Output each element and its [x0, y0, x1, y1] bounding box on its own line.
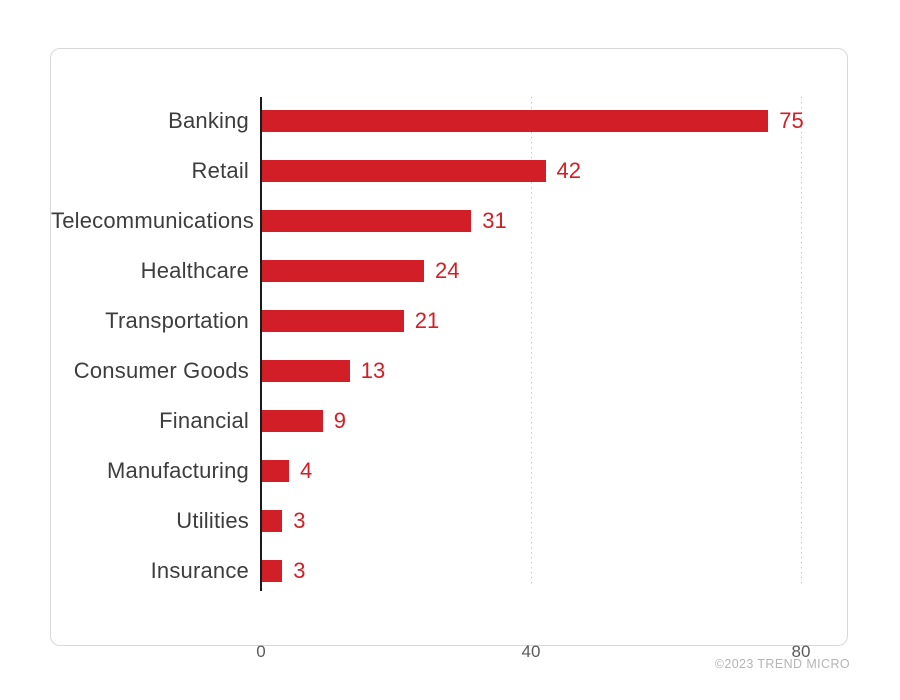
footer-credit: ©2023 TREND MICRO — [714, 657, 850, 671]
category-label: Financial — [159, 408, 249, 433]
category-label: Consumer Goods — [73, 358, 249, 383]
value-label: 31 — [482, 208, 507, 233]
y-axis-line — [260, 97, 262, 591]
category-label: Manufacturing — [106, 458, 249, 483]
value-label: 4 — [300, 458, 313, 483]
chart-card: Banking 75 Retail 42 Telecommunications 31 Hea… — [50, 48, 848, 661]
gridline — [531, 97, 532, 586]
bar — [262, 260, 424, 282]
gridline — [801, 97, 802, 586]
x-tick-label: 0 — [256, 642, 266, 661]
bar — [262, 160, 546, 182]
value-label: 3 — [293, 508, 306, 533]
category-label: Utilities — [176, 508, 249, 533]
category-label: Insurance — [150, 558, 249, 583]
value-label: 21 — [414, 308, 440, 333]
value-label: 75 — [779, 108, 804, 133]
x-tick-label: 40 — [521, 642, 541, 661]
value-label: 9 — [333, 408, 346, 433]
category-label: Retail — [191, 158, 249, 183]
bar — [262, 360, 350, 382]
bar — [262, 410, 323, 432]
bar — [262, 110, 769, 132]
bar — [262, 510, 283, 532]
bar — [262, 460, 289, 482]
value-label: 24 — [435, 258, 460, 283]
value-label: 42 — [556, 158, 581, 183]
category-label: Transportation — [105, 308, 249, 333]
category-label: Healthcare — [140, 258, 249, 283]
plot-area: Banking 75 Retail 42 Telecommunications 31 Hea… — [51, 49, 847, 661]
category-label: Telecommunications — [51, 208, 254, 233]
value-label: 13 — [360, 358, 386, 383]
bar — [262, 210, 472, 232]
category-label: Banking — [168, 108, 249, 133]
x-tick-label: 80 — [791, 642, 811, 661]
value-label: 3 — [293, 558, 306, 583]
bar — [262, 560, 283, 582]
bar — [262, 310, 404, 332]
